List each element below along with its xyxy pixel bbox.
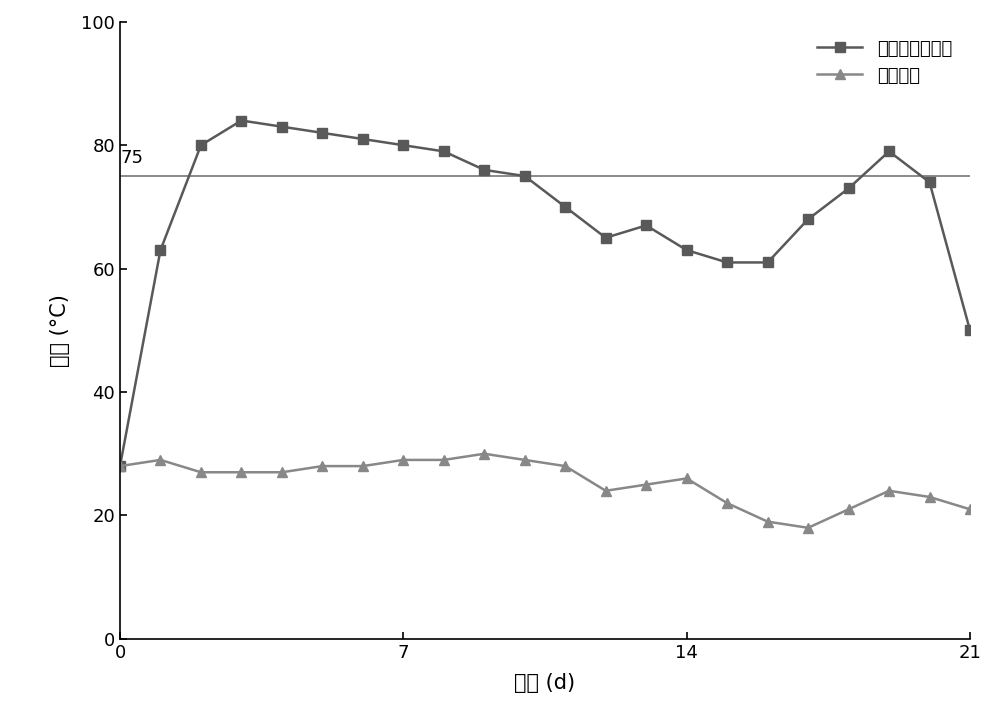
定向腥殖化发酵 [114, 462, 126, 470]
环境温度 [276, 468, 288, 476]
定向腥殖化发酵 [235, 116, 247, 125]
定向腥殖化发酵 [154, 245, 166, 254]
环境温度 [600, 486, 612, 495]
环境温度 [316, 462, 328, 470]
环境温度 [640, 481, 652, 489]
Line: 环境温度: 环境温度 [115, 449, 975, 533]
定向腥殖化发酵 [276, 122, 288, 131]
定向腥殖化发酵 [681, 245, 693, 254]
环境温度 [802, 523, 814, 532]
环境温度 [843, 505, 855, 514]
环境温度 [397, 456, 409, 465]
环境温度 [721, 499, 733, 507]
定向腥殖化发酵 [438, 147, 450, 155]
定向腥殖化发酵 [843, 184, 855, 193]
定向腥殖化发酵 [559, 203, 571, 211]
环境温度 [235, 468, 247, 476]
环境温度 [154, 456, 166, 465]
环境温度 [357, 462, 369, 470]
定向腥殖化发酵 [721, 258, 733, 266]
环境温度 [883, 486, 895, 495]
定向腥殖化发酵 [397, 141, 409, 150]
定向腥殖化发酵 [883, 147, 895, 155]
定向腥殖化发酵 [964, 326, 976, 335]
Legend: 定向腥殖化发酵, 环境温度: 定向腥殖化发酵, 环境温度 [808, 30, 961, 94]
X-axis label: 时间 (d): 时间 (d) [514, 673, 576, 693]
定向腥殖化发酵 [600, 234, 612, 242]
定向腥殖化发酵 [640, 221, 652, 229]
定向腥殖化发酵 [762, 258, 774, 266]
定向腥殖化发酵 [519, 171, 531, 180]
环境温度 [438, 456, 450, 465]
环境温度 [681, 474, 693, 483]
环境温度 [762, 517, 774, 526]
定向腥殖化发酵 [195, 141, 207, 150]
环境温度 [964, 505, 976, 514]
环境温度 [924, 492, 936, 501]
环境温度 [114, 462, 126, 470]
定向腥殖化发酵 [478, 166, 490, 174]
环境温度 [519, 456, 531, 465]
Y-axis label: 温度 (°C): 温度 (°C) [50, 294, 70, 367]
定向腥殖化发酵 [357, 135, 369, 144]
环境温度 [559, 462, 571, 470]
定向腥殖化发酵 [924, 178, 936, 187]
环境温度 [478, 449, 490, 458]
定向腥殖化发酵 [802, 215, 814, 224]
环境温度 [195, 468, 207, 476]
Text: 75: 75 [120, 149, 143, 167]
定向腥殖化发酵 [316, 129, 328, 137]
Line: 定向腥殖化发酵: 定向腥殖化发酵 [115, 115, 975, 471]
